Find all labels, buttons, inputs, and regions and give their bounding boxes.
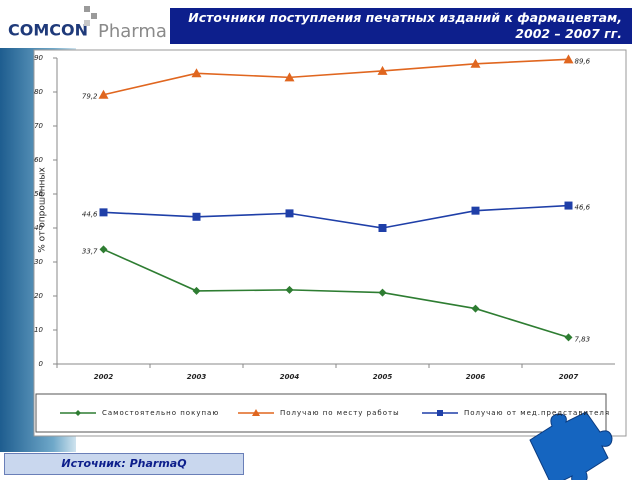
marker — [99, 245, 108, 254]
y-tick-label: 40 — [34, 224, 43, 232]
marker — [470, 58, 481, 68]
logo-brand: COMCON — [8, 21, 88, 40]
marker — [191, 68, 202, 78]
series-line — [103, 58, 569, 96]
y-tick-label: 10 — [34, 326, 43, 334]
y-tick-label: 80 — [34, 88, 43, 96]
value-label: 89,6 — [575, 57, 591, 65]
marker — [99, 208, 108, 217]
marker — [285, 209, 294, 218]
y-tick-label: 0 — [39, 360, 44, 368]
series-line — [103, 248, 569, 339]
marker — [563, 54, 574, 64]
legend-box — [35, 393, 607, 433]
series-line — [103, 204, 569, 229]
source-note: Источник: PharmaQ — [4, 453, 244, 475]
marker — [378, 288, 387, 297]
x-tick-label: 2005 — [373, 373, 393, 381]
puzzle-icon — [529, 411, 613, 480]
logo-squares — [84, 6, 97, 26]
x-tick-label: 2004 — [280, 373, 300, 381]
marker — [284, 72, 295, 82]
y-tick-label: 50 — [34, 190, 43, 198]
marker — [437, 410, 443, 416]
marker — [192, 212, 201, 221]
marker — [378, 224, 387, 232]
marker — [471, 304, 480, 313]
marker — [377, 65, 388, 75]
x-tick-label: 2002 — [94, 373, 114, 381]
legend-label: Самостоятельно покупаю — [102, 409, 219, 417]
marker — [252, 409, 260, 416]
y-tick-label: 90 — [34, 54, 43, 62]
chart-frame — [33, 49, 627, 437]
legend-label: Получаю от мед.представителя — [464, 409, 610, 417]
y-tick-label: 30 — [34, 258, 43, 266]
y-axis-label: % от опрошенных — [38, 167, 48, 253]
value-label: 44,6 — [82, 210, 98, 218]
marker — [564, 333, 573, 342]
chart-title: Источники поступления печатных изданий к… — [170, 8, 632, 44]
legend-label: Получаю по месту работы — [280, 409, 400, 417]
marker — [75, 410, 81, 416]
marker — [98, 89, 109, 99]
value-label: 46,6 — [575, 204, 591, 212]
y-tick-label: 60 — [34, 156, 43, 164]
x-tick-label: 2006 — [466, 373, 486, 381]
value-label: 7,83 — [575, 335, 591, 343]
marker — [192, 286, 201, 295]
marker — [285, 285, 294, 294]
value-label: 33,7 — [82, 247, 98, 255]
value-label: 79,2 — [82, 93, 98, 101]
x-tick-label: 2003 — [187, 373, 207, 381]
marker — [471, 206, 480, 215]
logo-product: Pharma — [98, 21, 167, 42]
y-tick-label: 70 — [34, 122, 43, 130]
x-tick-label: 2007 — [559, 373, 579, 381]
y-tick-label: 20 — [34, 292, 43, 300]
marker — [564, 201, 573, 210]
